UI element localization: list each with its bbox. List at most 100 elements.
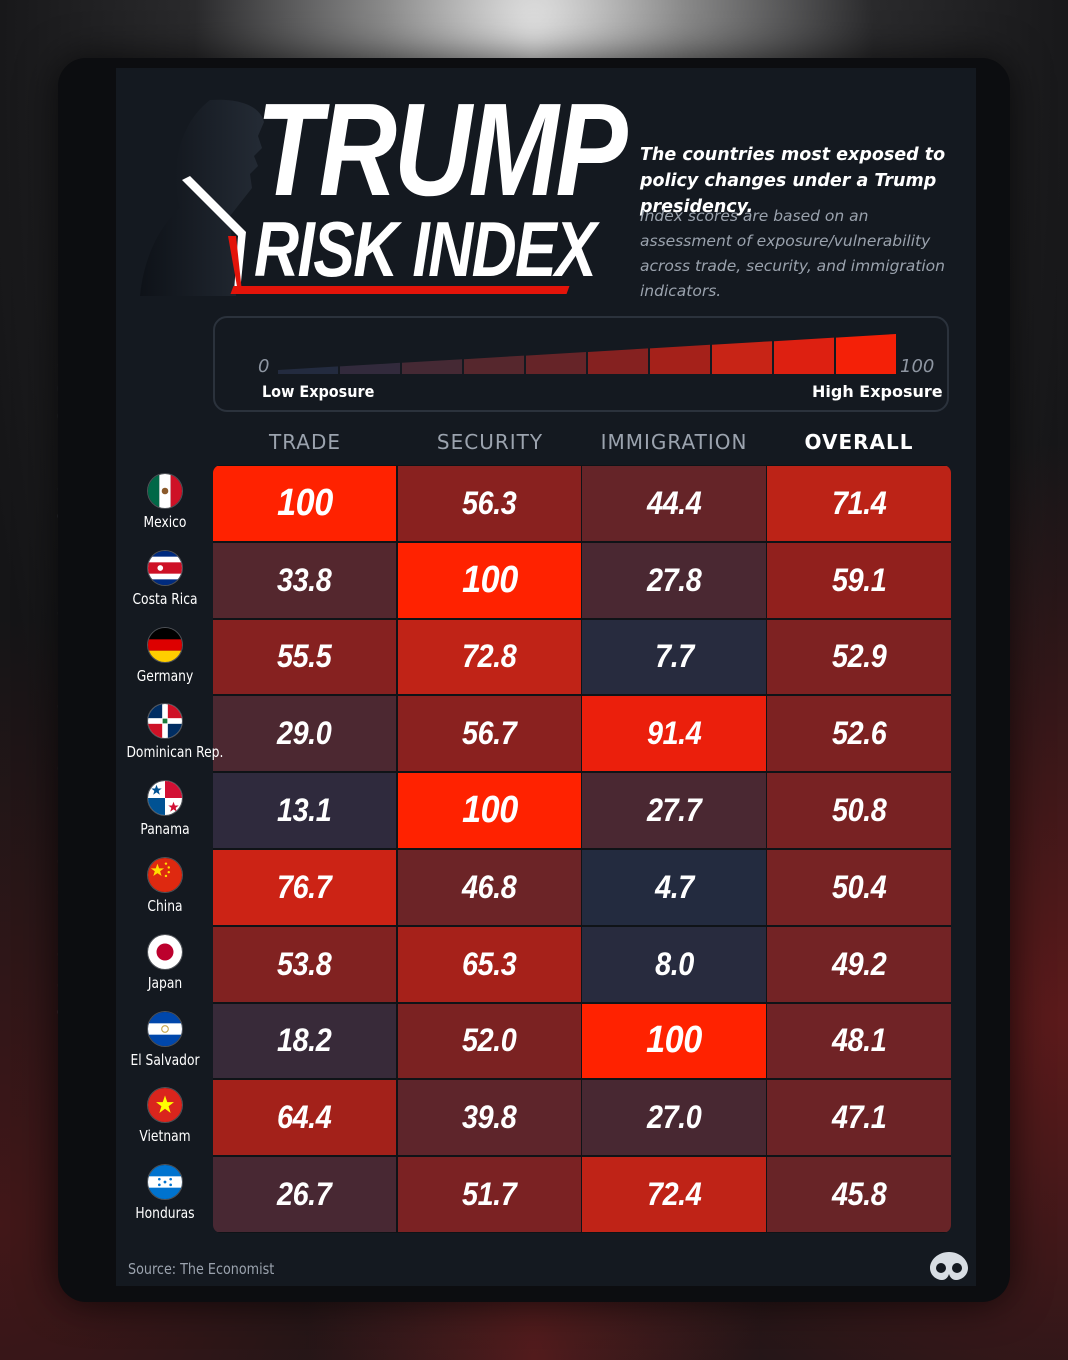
vietnam-flag-icon <box>147 1087 183 1124</box>
cell-value: 65.3 <box>462 945 517 982</box>
cell-value: 26.7 <box>277 1176 332 1213</box>
country-label-dominican-rep: Dominican Rep. <box>118 703 224 762</box>
cell-value: 53.8 <box>277 945 332 982</box>
cell-value: 50.4 <box>831 868 887 905</box>
heatmap-cell-overall: 50.4 <box>767 850 951 925</box>
heatmap-cell-overall: 49.2 <box>767 926 951 1002</box>
description: Index scores are based on an assessment … <box>640 207 945 300</box>
cell-value: 100 <box>461 558 518 601</box>
visual-capitalist-logo-icon <box>930 1252 968 1280</box>
cell-value: 4.7 <box>654 868 694 905</box>
cell-value: 56.3 <box>462 484 517 521</box>
country-name: China <box>147 897 183 915</box>
country-label-mexico: Mexico <box>118 473 212 531</box>
country-label-panama: Panama <box>118 780 212 838</box>
legend-ramp-segment <box>340 362 400 374</box>
heatmap-cell-security: 51.7 <box>398 1157 581 1232</box>
cell-value: 55.5 <box>277 638 332 675</box>
cell-value: 52.9 <box>831 638 887 675</box>
mexico-flag-icon <box>147 473 183 509</box>
heatmap-cell-overall: 48.1 <box>767 1003 951 1079</box>
cell-value: 27.8 <box>646 561 702 598</box>
heatmap-cell-overall: 47.1 <box>767 1080 951 1156</box>
cell-value: 49.2 <box>831 945 887 982</box>
legend-min-label: 0 <box>258 356 270 377</box>
costa-rica-flag-icon <box>147 549 183 586</box>
cell-value: 33.8 <box>277 561 332 598</box>
cell-value: 29.0 <box>277 715 332 752</box>
legend-ramp-segment <box>774 337 834 374</box>
japan-flag-icon <box>147 933 183 970</box>
cell-value: 91.4 <box>646 715 702 752</box>
heatmap-cell-immigration: 4.7 <box>582 850 766 925</box>
legend-ramp-segment <box>588 348 648 374</box>
cell-value: 52.6 <box>831 715 887 752</box>
cell-value: 8.0 <box>654 945 694 982</box>
country-name: Vietnam <box>139 1127 191 1146</box>
cell-value: 64.4 <box>277 1099 332 1136</box>
cell-value: 100 <box>276 481 333 524</box>
legend-color-ramp <box>278 334 896 374</box>
heatmap-cell-security: 100 <box>398 542 581 618</box>
germany-flag-icon <box>147 626 183 663</box>
cell-value: 44.4 <box>646 484 702 521</box>
heatmap-cell-security: 39.8 <box>398 1080 581 1156</box>
cell-value: 52.0 <box>462 1022 517 1059</box>
country-name: Mexico <box>143 513 187 531</box>
heatmap-cell-security: 56.7 <box>398 696 581 772</box>
cell-value: 59.1 <box>831 561 887 598</box>
heatmap-cell-immigration: 27.8 <box>582 542 766 618</box>
heatmap-cell-trade: 26.7 <box>213 1157 396 1232</box>
title-line-1: TRUMP <box>256 76 628 223</box>
cell-value: 76.7 <box>277 868 332 905</box>
legend-ramp-segment <box>712 341 772 374</box>
heatmap-cell-immigration: 91.4 <box>582 696 766 772</box>
heatmap-cell-overall: 59.1 <box>767 542 951 618</box>
cell-value: 18.2 <box>277 1022 332 1059</box>
heatmap-cell-trade: 64.4 <box>213 1080 396 1156</box>
heatmap-cell-security: 100 <box>398 773 581 848</box>
heatmap-cell-immigration: 27.0 <box>582 1080 766 1156</box>
china-flag-icon <box>147 857 183 893</box>
country-label-honduras: Honduras <box>118 1164 212 1222</box>
heatmap-cell-trade: 18.2 <box>213 1003 396 1079</box>
heatmap-cell-trade: 33.8 <box>213 542 396 618</box>
cell-value: 71.4 <box>831 484 887 521</box>
country-label-el-salvador: El Salvador <box>118 1010 212 1069</box>
legend-max-label: 100 <box>900 356 935 377</box>
cell-value: 72.8 <box>462 638 517 675</box>
country-label-germany: Germany <box>118 626 212 685</box>
legend-ramp-segment <box>650 344 710 374</box>
el-salvador-flag-icon <box>147 1010 183 1047</box>
legend-ramp-segment <box>278 366 338 374</box>
country-name: Germany <box>136 666 194 685</box>
heatmap-cell-trade: 55.5 <box>213 619 396 695</box>
cell-value: 46.8 <box>462 868 517 905</box>
column-header-overall: OVERALL <box>804 430 914 454</box>
trump-silhouette-icon <box>140 99 264 296</box>
heatmap-grid: 100 56.3 44.4 71.4 33.8 100 27.8 59.1 55.5 72.8 7.… <box>213 465 951 1233</box>
column-header-trade: TRADE <box>268 430 342 454</box>
cell-value: 100 <box>461 789 518 832</box>
country-name: Panama <box>140 820 190 839</box>
source-note: Source: The Economist <box>128 1260 275 1278</box>
country-name: Costa Rica <box>132 589 198 608</box>
legend-ramp-segment <box>402 359 462 374</box>
country-label-china: China <box>118 857 212 915</box>
column-header-immigration: IMMIGRATION <box>600 430 748 454</box>
heatmap-cell-overall: 45.8 <box>767 1157 951 1232</box>
country-name: Dominican Rep. <box>126 743 224 762</box>
heatmap-cell-trade: 76.7 <box>213 850 396 925</box>
legend-box <box>213 316 949 412</box>
cell-value: 100 <box>646 1019 702 1062</box>
heatmap-cell-immigration: 8.0 <box>582 926 766 1002</box>
cell-value: 48.1 <box>831 1022 887 1059</box>
cell-value: 27.0 <box>646 1099 702 1136</box>
country-name: Japan <box>147 973 183 992</box>
heatmap-cell-security: 65.3 <box>398 926 581 1002</box>
heatmap-cell-security: 56.3 <box>398 466 581 541</box>
heatmap-cell-immigration: 72.4 <box>582 1157 766 1232</box>
legend-low-label: Low Exposure <box>262 382 375 401</box>
heatmap-cell-security: 72.8 <box>398 619 581 695</box>
subtitle: The countries most exposed to policy cha… <box>640 145 946 217</box>
